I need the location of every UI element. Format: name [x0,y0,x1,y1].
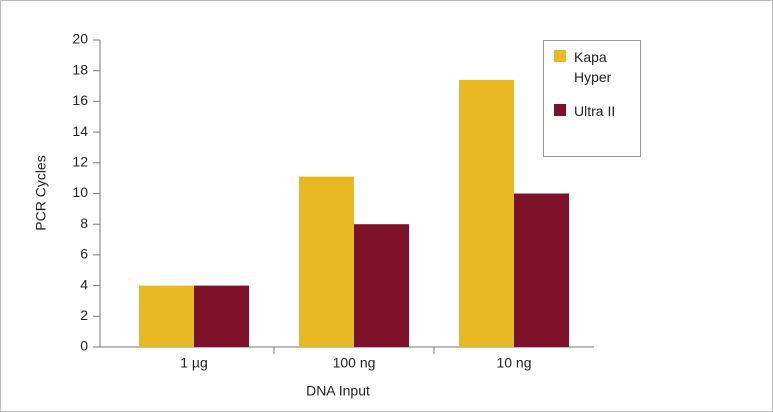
legend-swatch [554,104,566,116]
y-tick-label: 12 [72,154,88,170]
legend-item: Ultra II [554,101,634,121]
y-tick-label: 2 [80,307,88,323]
y-tick-label: 20 [72,31,88,47]
x-tick-label: 1 µg [180,355,208,371]
y-tick-label: 6 [80,246,88,262]
legend-label: Kapa Hyper [574,49,612,85]
bar [139,285,194,347]
legend-swatch [554,50,566,62]
legend: Kapa Hyper Ultra II [543,40,641,157]
x-tick-label: 10 ng [496,355,531,371]
bar [354,224,409,347]
y-tick-label: 14 [72,123,88,139]
legend-item: Kapa Hyper [554,47,634,87]
bar [514,193,569,347]
y-tick-label: 18 [72,61,88,77]
y-tick-label: 0 [80,338,88,354]
bar [299,176,354,347]
y-tick-label: 4 [80,276,88,292]
x-axis-title: DNA Input [306,383,370,399]
bar [194,285,249,347]
x-tick-label: 100 ng [333,355,376,371]
legend-label: Ultra II [574,103,616,119]
y-tick-label: 8 [80,215,88,231]
y-tick-label: 16 [72,92,88,108]
bar [459,79,514,347]
y-tick-label: 10 [72,184,88,200]
y-axis-title: PCR Cycles [33,155,49,230]
